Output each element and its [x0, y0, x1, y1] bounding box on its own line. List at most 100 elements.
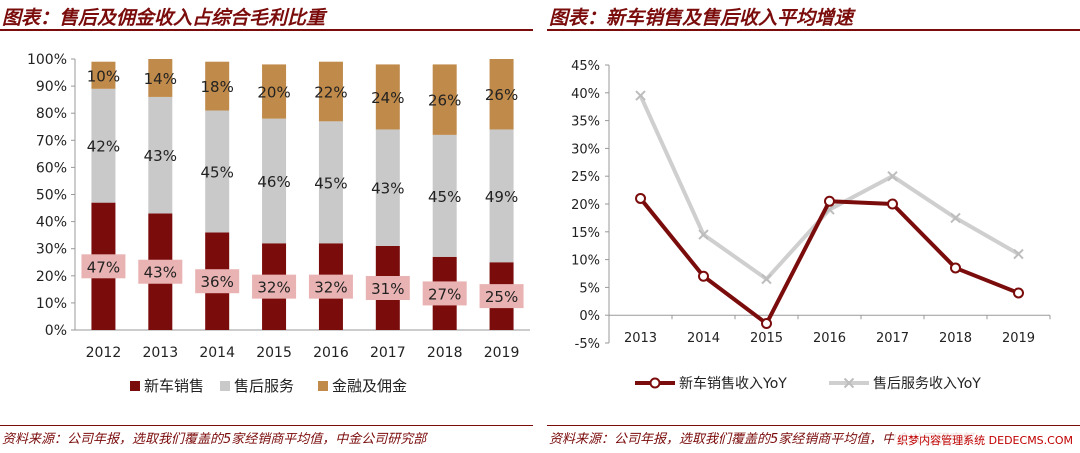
point-new-car	[950, 262, 961, 274]
y-tick-label: 20%	[36, 269, 67, 285]
y-tick-label: 50%	[36, 188, 67, 204]
bar-value-label: 45%	[201, 163, 234, 181]
y-tick-label: 25%	[571, 170, 600, 185]
x-tick-label: 2012	[86, 345, 122, 361]
point-aftersales-stroke	[1013, 248, 1024, 260]
y-tick-label: 70%	[36, 133, 67, 149]
bar-value-label: 26%	[428, 92, 461, 110]
x-tick-label: 2015	[256, 345, 292, 361]
bar-label-box	[308, 274, 353, 299]
x-tick-label: 2018	[427, 345, 463, 361]
y-tick-label: 90%	[36, 79, 67, 95]
x-tick-label: 2019	[1002, 331, 1035, 346]
bar-value-label: 26%	[485, 86, 518, 104]
left-source-note: 资料来源：公司年报，选取我们覆盖的5家经销商平均值，中金公司研究部	[2, 432, 427, 447]
bar-segment-aftersales	[91, 88, 116, 203]
bar-value-label: 14%	[144, 70, 177, 88]
bar-label-box	[422, 281, 467, 306]
y-tick-label: 30%	[571, 142, 600, 157]
y-tick-label: 0%	[579, 309, 600, 324]
y-tick-label: 60%	[36, 160, 67, 176]
bar-value-label: 20%	[257, 84, 290, 102]
point-aftersales	[698, 229, 709, 240]
stacked-bar-chart: 0% 10% 20% 30% 40% 50% 60% 70% 80% 90% 100% 2012 47%…	[27, 52, 530, 395]
point-aftersales	[635, 90, 646, 101]
bar-label-box	[138, 259, 183, 284]
bar-segment-finance	[91, 61, 116, 89]
bar-value-label: 36%	[201, 273, 234, 291]
bar-value-label: 43%	[371, 180, 404, 198]
y-tick-label: 45%	[571, 59, 600, 74]
y-tick-label: 30%	[36, 242, 67, 258]
left-chart-title: 图表：售后及佣金收入占综合毛利比重	[2, 7, 326, 29]
point-new-car	[761, 318, 772, 330]
bar-value-label: 25%	[485, 288, 518, 306]
point-aftersales-stroke	[698, 229, 709, 240]
bar-segment-aftersales	[375, 129, 400, 246]
point-new-car	[824, 195, 835, 207]
bar-value-label: 18%	[201, 78, 234, 96]
point-aftersales	[950, 212, 961, 224]
legend-marker-new-car	[649, 377, 661, 389]
bar-label-box	[195, 269, 240, 294]
point-new-car	[698, 270, 709, 282]
bar-label-box	[365, 275, 410, 300]
point-aftersales	[887, 170, 898, 182]
bar-value-label: 49%	[485, 188, 518, 206]
legend-label: 新车销售	[144, 377, 204, 395]
series-line-aftersales	[638, 94, 1020, 282]
legend-label: 售后服务收入YoY	[873, 376, 981, 392]
x-tick-label: 2018	[939, 331, 972, 346]
bar-value-label: 45%	[314, 174, 347, 192]
x-tick-label: 2017	[876, 331, 909, 346]
bar-segment-finance	[205, 61, 230, 111]
right-chart-panel: 图表：新车销售及售后收入平均增速 -5% 0% 5% 10% 15% 20% 25% 30% 3…	[547, 0, 1080, 453]
bar-label-box	[479, 284, 524, 309]
point-aftersales-stroke	[950, 212, 961, 224]
bar-value-label: 24%	[371, 89, 404, 107]
legend-label: 金融及佣金	[332, 377, 407, 395]
y-tick-label: 40%	[36, 215, 67, 231]
legend-swatch	[318, 381, 328, 391]
bar-value-label: 31%	[371, 280, 404, 298]
y-tick-label: 0%	[45, 323, 67, 339]
bar-segment-aftersales	[148, 96, 173, 214]
bar-value-label: 10%	[87, 67, 120, 85]
bar-segment-finance	[432, 64, 457, 135]
left-chart-panel: 图表：售后及佣金收入占综合毛利比重 0% 10% 20% 30% 40% 50% 60% 70…	[0, 0, 533, 453]
right-source-rule	[547, 425, 1080, 426]
bar-value-label: 47%	[87, 258, 120, 276]
x-tick-label: 2016	[813, 331, 846, 346]
x-tick-label: 2013	[142, 345, 178, 361]
x-tick-label: 2015	[750, 331, 783, 346]
right-title-rule	[547, 29, 1080, 31]
y-tick-label: -5%	[575, 337, 600, 352]
bar-value-label: 32%	[314, 279, 347, 297]
bar-segment-finance	[375, 64, 400, 130]
bar-segment-aftersales	[318, 121, 343, 244]
point-new-car	[635, 192, 646, 204]
y-tick-label: 10%	[36, 296, 67, 312]
y-tick-label: 15%	[571, 226, 600, 241]
legend-marker-aftersales	[843, 377, 855, 389]
bar-segment-finance	[489, 59, 514, 130]
bar-label-box	[252, 274, 297, 299]
watermark: 织梦内容管理系统 DEDECMS.COM	[894, 431, 1076, 449]
x-tick-label: 2013	[624, 331, 657, 346]
x-tick-label: 2014	[199, 345, 235, 361]
y-tick-label: 80%	[36, 106, 67, 122]
y-tick-label: 100%	[27, 52, 67, 68]
y-tick-label: 10%	[571, 254, 600, 269]
bar-value-label: 42%	[87, 138, 120, 156]
left-source-rule	[0, 425, 533, 426]
bar-segment-aftersales	[432, 134, 457, 257]
bar-segment-finance	[262, 64, 287, 119]
right-source-note: 资料来源：公司年报，选取我们覆盖的5家经销商平均值，中金公司研究部	[549, 432, 974, 447]
bar-segment-aftersales	[205, 110, 230, 233]
bar-value-label: 32%	[257, 279, 290, 297]
bar-value-label: 45%	[428, 188, 461, 206]
y-tick-label: 5%	[579, 281, 600, 296]
legend-label: 售后服务	[234, 377, 294, 395]
x-tick-label: 2016	[313, 345, 349, 361]
line-chart: -5% 0% 5% 10% 15% 20% 25% 30% 35% 40% 45% 2013 2014 2…	[571, 59, 1051, 392]
